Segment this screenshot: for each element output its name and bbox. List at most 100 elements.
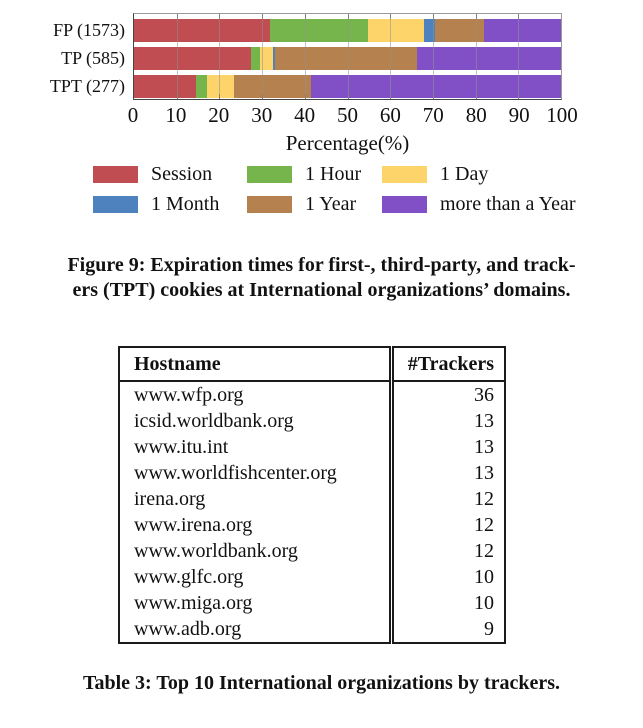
chart-legend: Session 1 Hour 1 Day 1 Month 1 Year more than… — [93, 163, 643, 215]
legend-label-1-month: 1 Month — [151, 193, 220, 215]
segment-1-month — [424, 19, 436, 42]
table-row: icsid.worldbank.org 13 — [119, 408, 505, 434]
axis-tick-top-10 — [176, 14, 178, 19]
stacked-bar-tp — [134, 47, 561, 70]
segment-1-hour — [250, 47, 260, 70]
axis-tick-bottom-90 — [518, 94, 520, 99]
segment-more-than-a-year — [484, 19, 561, 42]
cell-hostname: irena.org — [119, 486, 394, 512]
segment-1-year — [234, 75, 311, 98]
figure-caption-line2: ers (TPT) cookies at International organ… — [72, 279, 571, 301]
figure-caption: Figure 9: Expiration times for first-, t… — [12, 253, 631, 303]
table-row: www.worldbank.org 12 — [119, 538, 505, 564]
table-row: www.glfc.org 10 — [119, 564, 505, 590]
x-tick-label-80: 80 — [465, 103, 487, 127]
legend-swatch-session — [93, 165, 138, 183]
segment-1-hour — [270, 19, 368, 42]
cell-hostname: www.worldbank.org — [119, 538, 394, 564]
cell-trackers: 10 — [474, 566, 494, 588]
axis-tick-bottom-70 — [432, 94, 434, 99]
axis-tick-bottom-50 — [347, 94, 349, 99]
table-row: www.itu.int 13 — [119, 434, 505, 460]
axis-tick-bottom-60 — [390, 94, 392, 99]
cell-hostname: www.itu.int — [119, 434, 394, 460]
cell-trackers: 12 — [474, 514, 494, 536]
gridline-20 — [219, 14, 221, 99]
x-tick-label-60: 60 — [379, 103, 401, 127]
trackers-table-body: www.wfp.org 36 icsid.worldbank.org 13 www.it… — [119, 381, 505, 643]
segment-1-month — [272, 47, 276, 70]
axis-tick-top-60 — [390, 14, 392, 19]
bar-row-label-tpt: TPT (277) — [49, 76, 125, 96]
segment-1-year — [435, 19, 485, 42]
axis-tick-bottom-10 — [176, 94, 178, 99]
bar-row-label-tp: TP (585) — [61, 48, 125, 68]
axis-tick-top-40 — [304, 14, 306, 19]
cell-trackers: 13 — [474, 462, 494, 484]
table-row: irena.org 12 — [119, 486, 505, 512]
segment-session — [134, 75, 196, 98]
x-tick-label-100: 100 — [546, 103, 578, 127]
figure-caption-line1: Figure 9: Expiration times for first-, t… — [67, 254, 576, 276]
cell-hostname: www.wfp.org — [119, 381, 394, 408]
segment-more-than-a-year — [416, 47, 561, 70]
table3-block: Hostname #Trackers www.wfp.org 36 icsid.wo… — [118, 346, 506, 644]
gridline-10 — [176, 14, 178, 99]
legend-swatch-more-than-a-year — [382, 195, 427, 213]
bar-row-label-fp: FP (1573) — [53, 20, 125, 40]
cell-trackers: 12 — [474, 488, 494, 510]
gridline-30 — [262, 14, 264, 99]
cell-trackers: 13 — [474, 436, 494, 458]
axis-tick-top-50 — [347, 14, 349, 19]
cell-trackers: 36 — [474, 384, 494, 406]
cookie-expiration-chart: FP (1573) TP (585) TPT (277) — [50, 13, 562, 100]
axis-tick-bottom-40 — [304, 94, 306, 99]
segment-1-hour — [195, 75, 208, 98]
cell-hostname: www.glfc.org — [119, 564, 394, 590]
x-tick-label-20: 20 — [208, 103, 230, 127]
header-trackers: #Trackers — [391, 347, 505, 382]
x-tick-label-90: 90 — [508, 103, 530, 127]
axis-tick-top-30 — [262, 14, 264, 19]
segment-1-day — [367, 19, 425, 42]
legend-item-session: Session — [93, 163, 247, 185]
x-tick-label-10: 10 — [165, 103, 187, 127]
axis-tick-bottom-20 — [219, 94, 221, 99]
segment-1-day — [259, 47, 273, 70]
gridline-60 — [390, 14, 392, 99]
x-tick-label-50: 50 — [337, 103, 358, 127]
gridline-40 — [304, 14, 306, 99]
legend-item-1-day: 1 Day — [382, 163, 643, 185]
cell-trackers: 10 — [474, 592, 494, 614]
segment-more-than-a-year — [310, 75, 561, 98]
legend-item-1-year: 1 Year — [247, 193, 382, 215]
legend-swatch-1-day — [382, 165, 427, 183]
legend-label-1-year: 1 Year — [305, 193, 357, 215]
cell-hostname: icsid.worldbank.org — [119, 408, 394, 434]
x-tick-label-0: 0 — [127, 103, 139, 127]
segment-1-year — [275, 47, 417, 70]
table-row: www.irena.org 12 — [119, 512, 505, 538]
axis-tick-top-90 — [518, 14, 520, 19]
figure9-block: FP (1573) TP (585) TPT (277) 0 10 20 30 40 50 60… — [0, 13, 643, 303]
trackers-table: Hostname #Trackers www.wfp.org 36 icsid.wo… — [118, 346, 506, 644]
cell-hostname: www.worldfishcenter.org — [119, 460, 394, 486]
legend-label-session: Session — [151, 163, 213, 185]
x-axis-label: Percentage(%) — [285, 131, 410, 155]
x-tick-label-30: 30 — [251, 103, 273, 127]
cell-trackers: 9 — [484, 618, 494, 640]
cell-trackers: 12 — [474, 540, 494, 562]
legend-label-more-than-a-year: more than a Year — [440, 193, 576, 215]
segment-session — [134, 19, 271, 42]
legend-label-1-day: 1 Day — [440, 163, 489, 185]
trackers-table-head: Hostname #Trackers — [119, 347, 505, 382]
x-axis-tick-labels: 0 10 20 30 40 50 60 70 80 90 100 — [128, 100, 578, 130]
legend-swatch-1-month — [93, 195, 138, 213]
gridline-80 — [475, 14, 477, 99]
cell-hostname: www.miga.org — [119, 590, 394, 616]
table-row: www.adb.org 9 — [119, 616, 505, 643]
stacked-bar-tpt — [134, 75, 561, 98]
legend-item-more-than-a-year: more than a Year — [382, 193, 643, 215]
x-tick-label-40: 40 — [294, 103, 316, 127]
